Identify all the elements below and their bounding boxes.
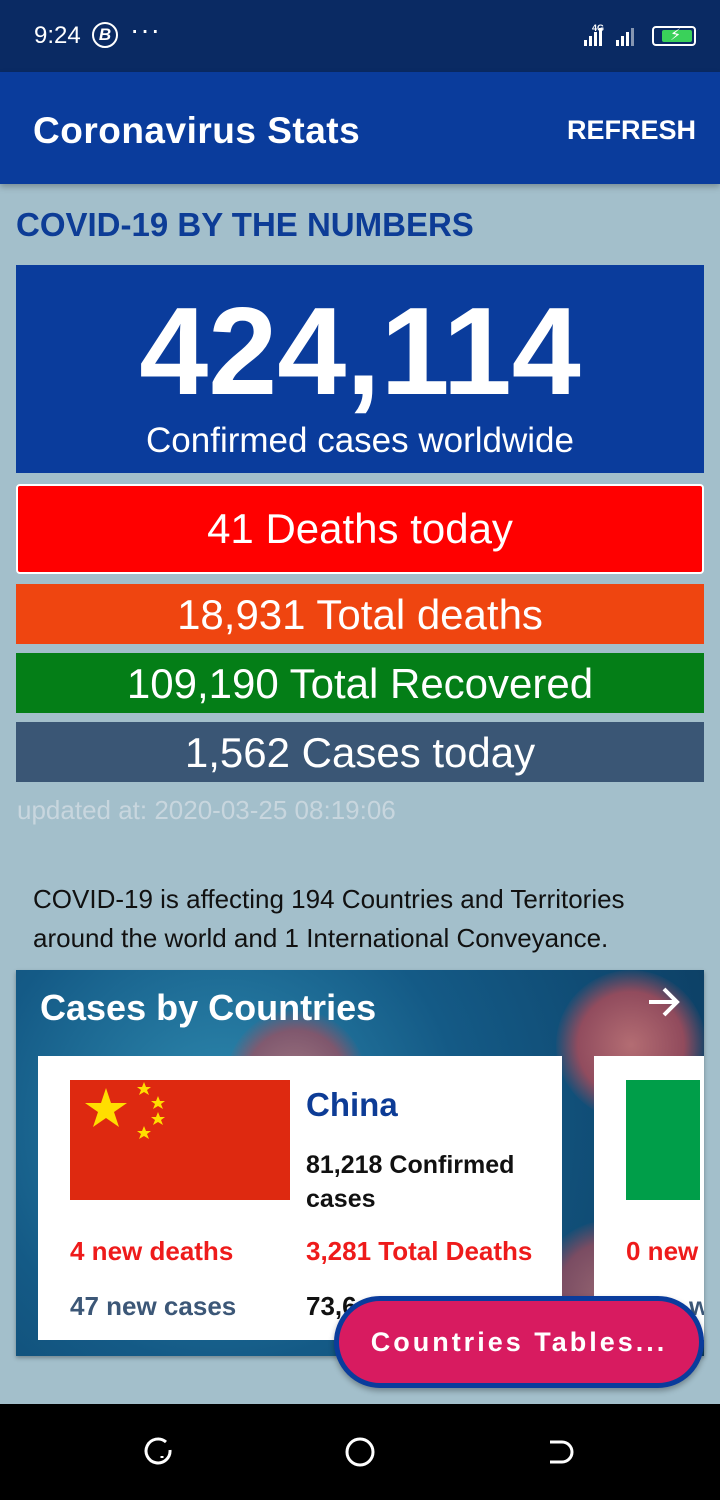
confirmed-total: 424,114 bbox=[139, 283, 581, 421]
battery-icon: ⚡ bbox=[652, 26, 696, 46]
arrow-right-icon[interactable] bbox=[646, 984, 682, 1020]
navigation-bar bbox=[0, 1404, 720, 1500]
cases-by-countries-title: Cases by Countries bbox=[40, 987, 377, 1028]
confirmed-label: Confirmed cases worldwide bbox=[146, 421, 574, 460]
country-confirmed: 81,218 Confirmed cases bbox=[306, 1151, 515, 1213]
country-new-cases: 47 new cases bbox=[70, 1291, 237, 1321]
refresh-button[interactable]: REFRESH bbox=[566, 115, 696, 145]
confirmed-cases-box: 424,114 Confirmed cases worldwide bbox=[16, 265, 704, 473]
countries-tables-button[interactable]: Countries Tables... bbox=[334, 1296, 704, 1388]
country-card-china[interactable]: China 81,218 Confirmed cases 4 new death… bbox=[38, 1056, 562, 1340]
country-name: China bbox=[306, 1086, 398, 1123]
total-recovered-bar: 109,190 Total Recovered bbox=[16, 653, 704, 713]
home-icon[interactable] bbox=[344, 1436, 376, 1468]
app-bar: Coronavirus Stats REFRESH bbox=[0, 72, 720, 184]
cases-by-countries-card: Cases by Countries China 81,218 Confirme… bbox=[16, 970, 704, 1356]
more-notifications-icon: ··· bbox=[130, 14, 161, 45]
network-type-label: 4G bbox=[592, 23, 604, 33]
updated-timestamp: updated at: 2020-03-25 08:19:06 bbox=[17, 795, 396, 825]
status-time: 9:24 bbox=[34, 22, 81, 49]
app-title: Coronavirus Stats bbox=[33, 110, 361, 151]
back-icon[interactable] bbox=[544, 1436, 576, 1468]
country-card-next[interactable]: 0 new w bbox=[594, 1056, 704, 1340]
recent-apps-icon[interactable] bbox=[144, 1436, 176, 1468]
deaths-today-bar: 41 Deaths today bbox=[16, 484, 704, 574]
country-total-deaths: 3,281 Total Deaths bbox=[306, 1236, 533, 1266]
signal-icon: 4G bbox=[584, 23, 634, 46]
total-deaths-bar: 18,931 Total deaths bbox=[16, 584, 704, 644]
affecting-description: COVID-19 is affecting 194 Countries and … bbox=[33, 884, 625, 953]
status-bar: 9:24 B ··· 4G ⚡ bbox=[0, 0, 720, 72]
country-flag-icon bbox=[626, 1080, 700, 1200]
section-heading: COVID-19 BY THE NUMBERS bbox=[16, 206, 474, 243]
app-notification-icon: B bbox=[92, 22, 118, 48]
country-new-deaths: 4 new deaths bbox=[70, 1236, 234, 1266]
country-new-deaths: 0 new bbox=[626, 1236, 699, 1266]
china-flag-icon bbox=[70, 1080, 290, 1200]
cases-today-bar: 1,562 Cases today bbox=[16, 722, 704, 782]
